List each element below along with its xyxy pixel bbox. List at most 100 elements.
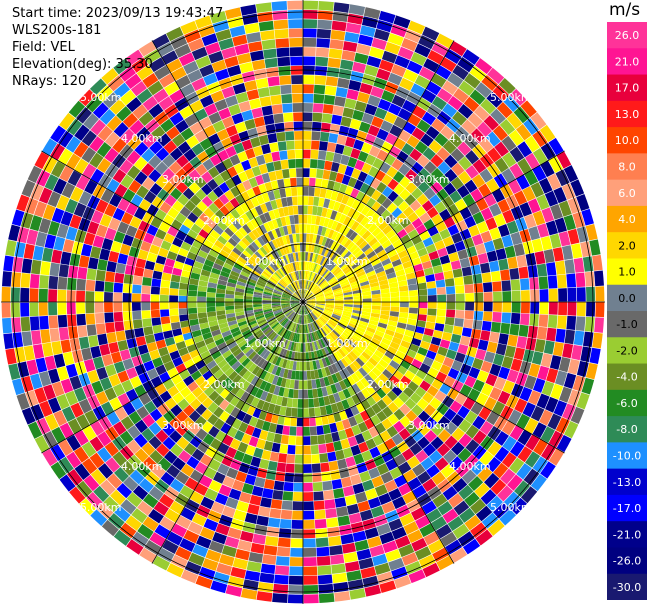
velocity-gate: [235, 205, 245, 216]
velocity-gate: [306, 300, 316, 302]
velocity-gate: [334, 143, 345, 155]
velocity-gate: [296, 314, 300, 324]
velocity-gate: [62, 351, 75, 366]
velocity-gate: [285, 321, 292, 330]
velocity-gate: [73, 202, 87, 218]
velocity-gate: [151, 464, 166, 479]
velocity-gate: [307, 389, 314, 399]
velocity-gate: [284, 244, 290, 254]
velocity-gate: [554, 370, 568, 386]
velocity-gate: [310, 149, 319, 160]
velocity-gate: [190, 370, 202, 381]
velocity-gate: [232, 219, 242, 230]
velocity-gate: [552, 247, 564, 262]
velocity-gate: [308, 351, 313, 361]
velocity-gate: [241, 267, 252, 275]
velocity-gate: [378, 279, 389, 286]
velocity-gate: [315, 47, 330, 58]
velocity-gate: [187, 302, 197, 309]
velocity-gate: [384, 479, 398, 493]
velocity-gate: [57, 289, 67, 302]
velocity-gate: [338, 213, 347, 224]
velocity-gate: [254, 476, 266, 488]
velocity-gate: [500, 468, 516, 485]
velocity-gate: [318, 278, 326, 286]
velocity-gate: [273, 310, 283, 315]
velocity-gate: [233, 162, 245, 174]
velocity-gate: [290, 351, 296, 361]
velocity-gate: [304, 305, 307, 315]
velocity-gate: [184, 477, 199, 491]
velocity-gate: [305, 293, 313, 300]
velocity-gate: [354, 100, 367, 113]
velocity-gate: [421, 260, 433, 270]
velocity-gate: [95, 199, 109, 214]
velocity-gate: [280, 509, 293, 520]
velocity-gate: [289, 47, 303, 57]
velocity-gate: [134, 171, 148, 185]
velocity-gate: [306, 298, 316, 302]
velocity-gate: [214, 209, 226, 221]
velocity-gate: [256, 591, 273, 602]
velocity-gate: [291, 272, 296, 281]
velocity-gate: [235, 336, 245, 345]
velocity-gate: [297, 408, 303, 418]
velocity-gate: [403, 156, 417, 169]
velocity-gate: [246, 188, 256, 199]
velocity-gate: [303, 352, 307, 362]
velocity-gate: [311, 285, 319, 293]
velocity-gate: [197, 249, 209, 259]
velocity-gate: [395, 350, 406, 360]
velocity-gate: [136, 65, 154, 81]
velocity-gate: [369, 145, 381, 158]
velocity-gate: [244, 22, 260, 34]
velocity-gate: [303, 261, 306, 271]
velocity-gate: [171, 133, 186, 147]
velocity-gate: [132, 275, 143, 286]
velocity-gate: [394, 55, 410, 69]
velocity-gate: [106, 411, 121, 426]
velocity-gate: [279, 317, 288, 325]
velocity-gate: [273, 208, 281, 219]
velocity-gate: [563, 214, 576, 231]
velocity-gate: [356, 342, 367, 351]
velocity-gate: [207, 402, 219, 414]
velocity-gate: [270, 276, 279, 284]
velocity-gate: [229, 344, 240, 354]
velocity-gate: [295, 370, 300, 380]
velocity-gate: [276, 131, 286, 142]
velocity-gate: [312, 287, 321, 294]
velocity-gate: [451, 379, 464, 392]
velocity-gate: [139, 547, 157, 564]
velocity-gate: [430, 154, 444, 168]
velocity-gate: [344, 494, 357, 506]
velocity-gate: [275, 325, 283, 334]
velocity-gate: [29, 316, 40, 331]
velocity-gate: [363, 7, 381, 20]
velocity-gate: [161, 323, 172, 332]
velocity-gate: [306, 303, 315, 308]
velocity-gate: [287, 444, 296, 455]
velocity-gate: [407, 477, 422, 491]
velocity-gate: [584, 271, 595, 287]
velocity-gate: [509, 88, 527, 106]
velocity-gate: [141, 285, 151, 294]
velocity-gate: [493, 302, 502, 312]
velocity-gate: [490, 479, 507, 495]
velocity-gate: [40, 329, 51, 344]
velocity-gate: [356, 270, 366, 278]
velocity-gate: [368, 341, 379, 350]
velocity-gate: [212, 262, 223, 271]
velocity-gate: [393, 15, 411, 29]
velocity-gate: [212, 531, 227, 545]
velocity-gate: [333, 291, 343, 296]
velocity-gate: [250, 386, 259, 397]
velocity-gate: [202, 370, 214, 381]
velocity-gate: [543, 249, 555, 263]
velocity-gate: [221, 545, 237, 558]
velocity-gate: [321, 326, 329, 335]
velocity-gate: [567, 228, 580, 245]
velocity-gates: [1, 0, 605, 604]
velocity-gate: [59, 422, 74, 439]
velocity-gate: [144, 260, 156, 271]
